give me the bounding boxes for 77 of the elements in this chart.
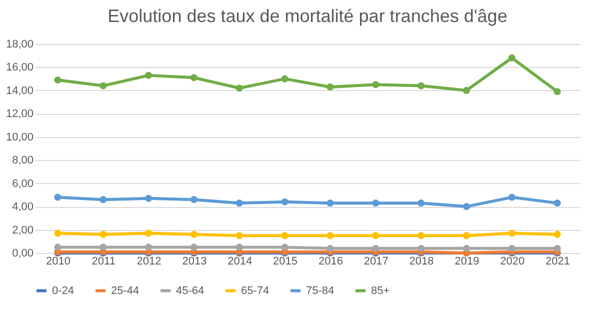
point xyxy=(508,54,516,62)
point xyxy=(145,194,152,202)
point xyxy=(418,200,425,207)
point xyxy=(372,244,380,252)
point xyxy=(100,196,107,204)
point xyxy=(54,230,62,237)
x-tick-label: 2014 xyxy=(228,256,252,268)
point xyxy=(190,230,198,238)
chart-title: Evolution des taux de mortalité par tranches d'âge xyxy=(108,6,508,26)
point xyxy=(54,244,62,251)
point xyxy=(281,75,288,82)
point xyxy=(372,81,380,88)
y-tick-label: 6,00 xyxy=(12,178,34,190)
legend-label: 25-44 xyxy=(111,284,140,297)
legend-label: 45-64 xyxy=(176,284,204,297)
x-tick-label: 2021 xyxy=(546,256,570,268)
point xyxy=(326,83,334,90)
x-tick-label: 2017 xyxy=(364,256,388,268)
y-tick-label: 12,00 xyxy=(6,108,34,120)
point xyxy=(145,230,152,237)
x-tick-label: 2012 xyxy=(136,256,162,268)
point xyxy=(190,196,198,204)
point xyxy=(508,230,516,237)
point xyxy=(236,232,243,240)
point xyxy=(236,244,243,251)
y-tick-label: 16,00 xyxy=(6,62,34,74)
point xyxy=(100,82,107,90)
point xyxy=(418,244,425,252)
point xyxy=(54,194,62,201)
x-tick-label: 2013 xyxy=(182,256,207,268)
legend-label: 75-84 xyxy=(306,284,334,297)
x-tick-label: 2011 xyxy=(92,256,116,268)
point xyxy=(54,76,62,84)
y-tick-label: 10,00 xyxy=(6,131,34,144)
point xyxy=(281,244,288,251)
point xyxy=(326,200,334,207)
point xyxy=(462,232,470,240)
x-tick-label: 2020 xyxy=(500,256,525,268)
point xyxy=(418,82,425,90)
point xyxy=(190,244,198,251)
point xyxy=(508,244,516,252)
point xyxy=(236,200,243,207)
y-tick-label: 14,00 xyxy=(6,84,34,97)
point xyxy=(462,244,470,252)
x-tick-label: 2019 xyxy=(454,256,480,268)
y-tick-label: 2,00 xyxy=(12,224,34,236)
point xyxy=(100,244,107,251)
point xyxy=(508,194,516,201)
y-tick-label: 4,00 xyxy=(12,201,34,214)
point xyxy=(372,200,380,207)
x-tick-label: 2010 xyxy=(46,256,70,268)
legend-label: 0-24 xyxy=(52,284,74,297)
point xyxy=(418,232,425,240)
point xyxy=(145,244,152,251)
x-tick-label: 2016 xyxy=(318,256,343,268)
point xyxy=(554,88,561,96)
point xyxy=(554,200,561,207)
legend-label: 85+ xyxy=(371,284,390,297)
point xyxy=(326,232,334,240)
point xyxy=(100,230,107,238)
point xyxy=(236,84,243,92)
y-tick-label: 18,00 xyxy=(6,38,34,50)
point xyxy=(281,198,288,206)
y-tick-label: 0,00 xyxy=(12,248,34,260)
point xyxy=(190,74,198,82)
x-tick-label: 2015 xyxy=(273,256,298,268)
point xyxy=(372,232,380,240)
point xyxy=(462,203,470,210)
y-tick-label: 8,00 xyxy=(12,154,34,167)
point xyxy=(281,232,288,240)
point xyxy=(145,72,152,79)
point xyxy=(462,86,470,94)
point xyxy=(326,244,334,252)
point xyxy=(554,244,561,252)
legend-label: 65-74 xyxy=(241,284,270,297)
x-tick-label: 2018 xyxy=(409,256,434,268)
point xyxy=(554,230,561,238)
